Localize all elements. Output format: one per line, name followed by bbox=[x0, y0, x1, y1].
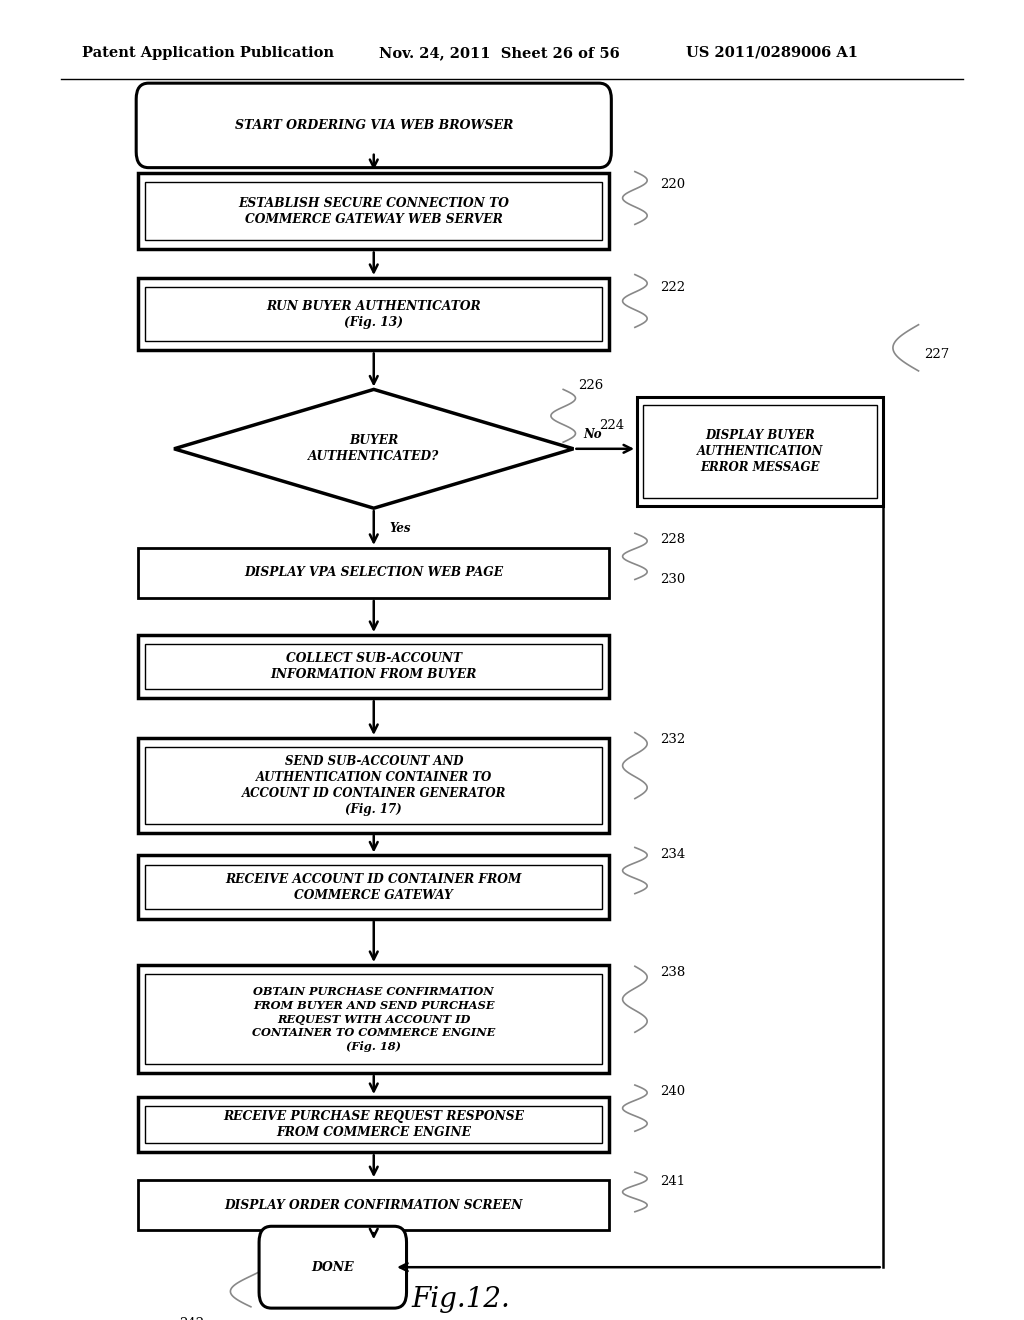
FancyBboxPatch shape bbox=[145, 286, 602, 341]
Text: Fig.12.: Fig.12. bbox=[412, 1286, 510, 1313]
Text: OBTAIN PURCHASE CONFIRMATION
FROM BUYER AND SEND PURCHASE
REQUEST WITH ACCOUNT I: OBTAIN PURCHASE CONFIRMATION FROM BUYER … bbox=[252, 986, 496, 1052]
FancyBboxPatch shape bbox=[145, 747, 602, 824]
Text: 234: 234 bbox=[660, 847, 686, 861]
FancyBboxPatch shape bbox=[259, 1226, 407, 1308]
Text: DONE: DONE bbox=[311, 1261, 354, 1274]
FancyBboxPatch shape bbox=[138, 855, 609, 919]
FancyBboxPatch shape bbox=[138, 548, 609, 598]
Text: 226: 226 bbox=[579, 379, 604, 392]
FancyBboxPatch shape bbox=[138, 277, 609, 350]
Text: DISPLAY VPA SELECTION WEB PAGE: DISPLAY VPA SELECTION WEB PAGE bbox=[244, 566, 504, 579]
FancyBboxPatch shape bbox=[145, 182, 602, 240]
Text: 222: 222 bbox=[660, 281, 686, 294]
Text: DISPLAY BUYER
AUTHENTICATION
ERROR MESSAGE: DISPLAY BUYER AUTHENTICATION ERROR MESSA… bbox=[696, 429, 823, 474]
Text: Patent Application Publication: Patent Application Publication bbox=[82, 46, 334, 59]
FancyBboxPatch shape bbox=[145, 1106, 602, 1143]
Text: 224: 224 bbox=[599, 418, 625, 432]
Text: No: No bbox=[584, 428, 602, 441]
Text: RECEIVE PURCHASE REQUEST RESPONSE
FROM COMMERCE ENGINE: RECEIVE PURCHASE REQUEST RESPONSE FROM C… bbox=[223, 1110, 524, 1139]
Text: 227: 227 bbox=[924, 347, 949, 360]
Text: SEND SUB-ACCOUNT AND
AUTHENTICATION CONTAINER TO
ACCOUNT ID CONTAINER GENERATOR
: SEND SUB-ACCOUNT AND AUTHENTICATION CONT… bbox=[242, 755, 506, 816]
Text: US 2011/0289006 A1: US 2011/0289006 A1 bbox=[686, 46, 858, 59]
FancyBboxPatch shape bbox=[138, 1097, 609, 1152]
FancyBboxPatch shape bbox=[136, 83, 611, 168]
FancyBboxPatch shape bbox=[145, 644, 602, 689]
Text: COLLECT SUB-ACCOUNT
INFORMATION FROM BUYER: COLLECT SUB-ACCOUNT INFORMATION FROM BUY… bbox=[270, 652, 477, 681]
Text: 238: 238 bbox=[660, 966, 686, 979]
Text: Yes: Yes bbox=[389, 521, 411, 535]
Text: 230: 230 bbox=[660, 573, 686, 586]
Text: Nov. 24, 2011  Sheet 26 of 56: Nov. 24, 2011 Sheet 26 of 56 bbox=[379, 46, 620, 59]
FancyBboxPatch shape bbox=[138, 965, 609, 1073]
FancyBboxPatch shape bbox=[138, 635, 609, 698]
Text: DISPLAY ORDER CONFIRMATION SCREEN: DISPLAY ORDER CONFIRMATION SCREEN bbox=[224, 1199, 523, 1212]
Text: 228: 228 bbox=[660, 533, 686, 546]
Text: 241: 241 bbox=[660, 1175, 686, 1188]
FancyBboxPatch shape bbox=[145, 865, 602, 909]
Text: 240: 240 bbox=[660, 1085, 686, 1098]
Text: 220: 220 bbox=[660, 178, 686, 191]
Text: RUN BUYER AUTHENTICATOR
(Fig. 13): RUN BUYER AUTHENTICATOR (Fig. 13) bbox=[266, 300, 481, 329]
Text: 242: 242 bbox=[179, 1316, 205, 1320]
Text: 232: 232 bbox=[660, 733, 686, 746]
FancyBboxPatch shape bbox=[138, 738, 609, 833]
Text: START ORDERING VIA WEB BROWSER: START ORDERING VIA WEB BROWSER bbox=[234, 119, 513, 132]
FancyBboxPatch shape bbox=[138, 1180, 609, 1230]
FancyBboxPatch shape bbox=[637, 397, 883, 506]
FancyBboxPatch shape bbox=[643, 405, 877, 498]
FancyBboxPatch shape bbox=[145, 974, 602, 1064]
FancyBboxPatch shape bbox=[138, 173, 609, 249]
Text: RECEIVE ACCOUNT ID CONTAINER FROM
COMMERCE GATEWAY: RECEIVE ACCOUNT ID CONTAINER FROM COMMER… bbox=[225, 873, 522, 902]
Polygon shape bbox=[174, 389, 573, 508]
Text: ESTABLISH SECURE CONNECTION TO
COMMERCE GATEWAY WEB SERVER: ESTABLISH SECURE CONNECTION TO COMMERCE … bbox=[239, 197, 509, 226]
Text: BUYER
AUTHENTICATED?: BUYER AUTHENTICATED? bbox=[308, 434, 439, 463]
